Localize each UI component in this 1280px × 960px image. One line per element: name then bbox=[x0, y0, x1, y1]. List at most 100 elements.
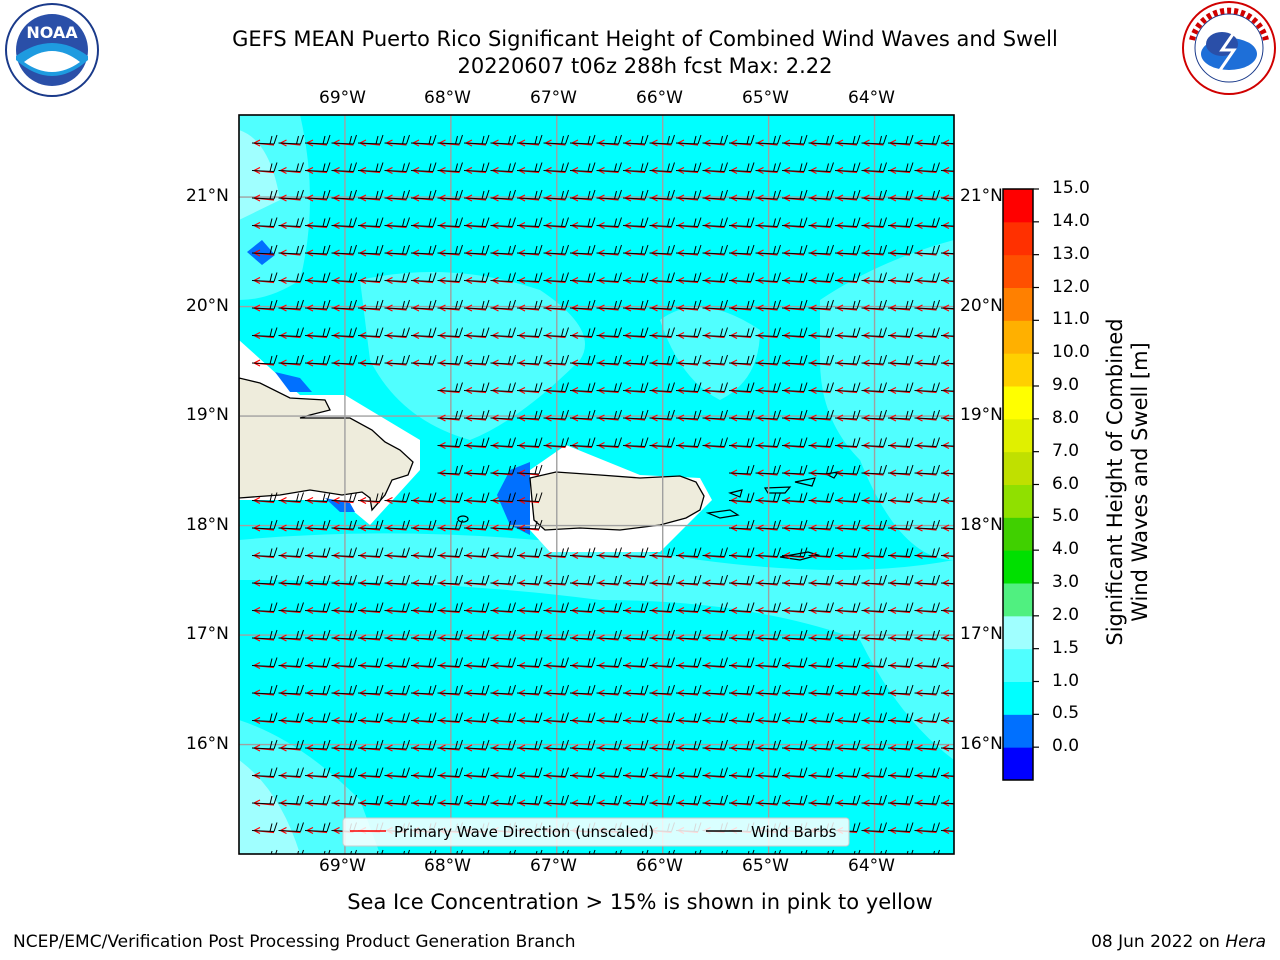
wind-barb bbox=[437, 134, 463, 145]
wind-barb bbox=[781, 547, 808, 557]
lon-label-top: 65°W bbox=[742, 88, 789, 108]
wind-barb bbox=[331, 492, 357, 502]
wind-barb bbox=[596, 657, 622, 667]
wind-barb bbox=[384, 492, 410, 502]
wind-barb bbox=[278, 217, 304, 227]
wind-barb bbox=[834, 629, 861, 640]
wind-barb bbox=[755, 684, 781, 695]
colorbar bbox=[1003, 188, 1039, 781]
wind-barb bbox=[728, 189, 755, 200]
wind-barb bbox=[278, 684, 304, 695]
wind-barb bbox=[509, 849, 516, 854]
wind-barb bbox=[808, 602, 834, 612]
wind-barb bbox=[490, 382, 516, 392]
wind-barb bbox=[914, 217, 940, 227]
wind-barb bbox=[463, 519, 490, 530]
noaa-logo: NOAA bbox=[5, 3, 99, 97]
wind-barb bbox=[914, 602, 940, 612]
wind-barb bbox=[755, 657, 781, 667]
wind-barb bbox=[808, 354, 834, 365]
wind-barb bbox=[516, 162, 543, 172]
lon-label-bottom: 64°W bbox=[848, 856, 895, 876]
wind-barb bbox=[410, 767, 437, 777]
wind-barb bbox=[834, 519, 861, 530]
wind-barb bbox=[808, 519, 834, 530]
wind-barb bbox=[887, 767, 914, 777]
wind-barb bbox=[702, 629, 728, 640]
wind-barb bbox=[357, 327, 384, 337]
colorbar-title-line-2: Wind Waves and Swell [m] bbox=[1128, 342, 1152, 622]
wind-barb bbox=[596, 574, 622, 585]
wind-barb bbox=[278, 794, 304, 805]
wind-barb bbox=[834, 354, 861, 365]
wind-barb bbox=[728, 712, 755, 722]
wind-barb bbox=[569, 134, 596, 145]
wind-barb bbox=[675, 712, 702, 722]
wind-barb bbox=[437, 712, 463, 722]
wind-barb bbox=[755, 602, 781, 612]
wind-barb bbox=[808, 327, 834, 337]
wind-barb bbox=[543, 739, 569, 750]
wind-barb bbox=[940, 830, 954, 832]
wind-barb bbox=[384, 739, 410, 750]
wind-barb bbox=[410, 272, 437, 282]
wind-barb bbox=[781, 492, 808, 502]
colorbar-segment bbox=[1003, 583, 1033, 617]
wind-barb bbox=[861, 767, 887, 777]
wind-barb bbox=[940, 307, 954, 310]
wind-barb bbox=[543, 354, 569, 365]
wind-barb bbox=[376, 849, 384, 854]
wind-barb bbox=[543, 547, 569, 557]
culebra-island bbox=[728, 489, 743, 498]
colorbar-segment bbox=[1003, 615, 1033, 650]
wind-barb bbox=[569, 657, 596, 667]
wind-barb bbox=[781, 519, 808, 530]
wind-barb bbox=[331, 354, 357, 365]
wind-barb bbox=[490, 134, 516, 145]
wind-barb bbox=[834, 712, 861, 722]
light-sea-region bbox=[239, 533, 954, 760]
wind-barb bbox=[304, 574, 331, 585]
lon-label-top: 69°W bbox=[319, 88, 366, 108]
wind-barb bbox=[622, 794, 649, 805]
wind-barb bbox=[702, 657, 728, 667]
wind-barb bbox=[490, 189, 516, 200]
wind-barb bbox=[887, 134, 914, 145]
wind-barb bbox=[914, 519, 940, 530]
wind-barb bbox=[940, 665, 954, 667]
wind-barb bbox=[622, 189, 649, 200]
wind-barb bbox=[384, 134, 410, 145]
wind-barb bbox=[940, 170, 954, 172]
wind-barb bbox=[384, 519, 410, 530]
wind-barb bbox=[781, 629, 808, 640]
wind-barb bbox=[543, 217, 569, 227]
wind-barb bbox=[861, 739, 887, 750]
wind-barb bbox=[834, 437, 861, 447]
wind-barb bbox=[675, 272, 702, 282]
wind-barb bbox=[437, 464, 463, 475]
wind-barb bbox=[490, 162, 516, 172]
wind-barb bbox=[463, 657, 490, 667]
wind-barb bbox=[887, 712, 914, 722]
wind-barb bbox=[755, 712, 781, 722]
wind-barb bbox=[569, 684, 596, 695]
wind-barb bbox=[543, 409, 569, 420]
wind-barb bbox=[331, 602, 357, 612]
wind-barb bbox=[887, 189, 914, 200]
wind-barb bbox=[861, 354, 887, 365]
colorbar-segment bbox=[1003, 189, 1033, 223]
wind-barb bbox=[304, 134, 331, 145]
wind-barb bbox=[331, 684, 357, 695]
wind-barb bbox=[649, 299, 675, 310]
wind-barb bbox=[278, 134, 304, 145]
wind-barb bbox=[940, 335, 954, 337]
wind-barb bbox=[808, 547, 834, 557]
wind-barb bbox=[622, 244, 649, 255]
wind-barb bbox=[251, 299, 278, 310]
footer-date-text: 08 Jun 2022 on bbox=[1091, 932, 1226, 952]
wind-barb bbox=[649, 272, 675, 282]
wind-barb bbox=[861, 327, 887, 337]
wind-barb bbox=[463, 464, 490, 475]
wind-barb bbox=[728, 492, 755, 502]
